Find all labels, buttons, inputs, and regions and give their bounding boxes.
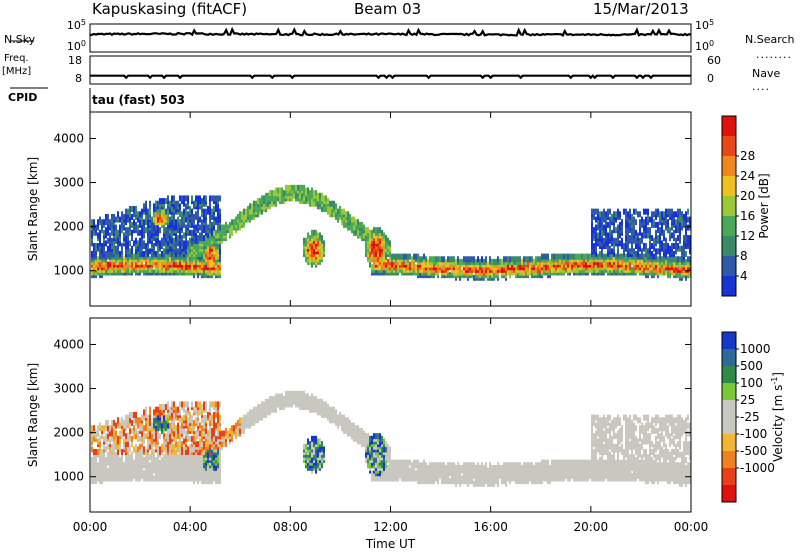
nsearch-tick-top: 105 [695,18,714,32]
velocity-colorbar-cell-3 [722,383,736,400]
power-colorbar-tick-12: 12 [740,229,755,243]
station-title: Kapuskasing (fitACF) [92,0,248,18]
power-ytick-2000: 2000 [53,220,84,234]
noise-series-line [89,26,692,37]
cpid-label: CPID [8,91,38,104]
time-tick-4: 16:00 [473,520,508,534]
velocity-colorbar-tick-3: 25 [740,393,755,407]
velocity-colorbar-cell-8 [722,468,736,485]
time-axis-title: Time UT [365,537,416,551]
power-colorbar-cell-5 [722,176,736,196]
velocity-ytick-3000: 3000 [53,382,84,396]
velocity-ytick-4000: 4000 [53,337,84,351]
velocity-ytick-2000: 2000 [53,426,84,440]
time-tick-0: 00:00 [73,520,108,534]
power-colorbar-tick-28: 28 [740,149,755,163]
velocity-colorbar-tick-1: 500 [740,359,763,373]
velocity-colorbar-tick-0: 1000 [740,342,771,356]
beam-title: Beam 03 [354,0,422,18]
cpid-value: tau (fast) 503 [92,93,185,107]
nave-tick-bottom: 0 [707,72,714,85]
velocity-colorbar-cell-6 [722,434,736,451]
nsearch-tick-bottom: 100 [695,39,714,53]
freq-unit-label: [MHz] [2,66,32,77]
power-colorbar-cell-8 [722,116,736,136]
velocity-ylabel: Slant Range [km] [26,363,40,467]
time-tick-5: 20:00 [574,520,609,534]
power-colorbar-cell-4 [722,196,736,216]
nsky-label: N.Sky [4,33,36,46]
freq-tick-bottom: 8 [75,72,82,85]
time-series [89,26,692,80]
velocity-colorbar-label: Velocity [m s-1] [770,372,785,462]
velocity-colorbar-cell-2 [722,366,736,383]
time-tick-2: 08:00 [273,520,308,534]
power-colorbar-cell-2 [722,236,736,256]
nsky-tick-bottom: 100 [67,39,86,53]
velocity-colorbar-tick-6: -500 [740,444,767,458]
velocity-colorbar-tick-5: -100 [740,427,767,441]
freq-label: Freq. [4,53,29,64]
velocity-colorbar-tick-4: -25 [740,410,760,424]
power-colorbar-cell-7 [722,136,736,156]
time-tick-3: 12:00 [373,520,408,534]
power-colorbar-tick-24: 24 [740,169,755,183]
nsearch-label: N.Search [745,33,795,46]
time-tick-1: 04:00 [173,520,208,534]
axis-text: 1051001051001886001000100020002000300030… [26,18,785,551]
velocity-colorbar-cell-5 [722,417,736,434]
power-field [91,184,691,281]
velocity-colorbar-cell-7 [722,451,736,468]
velocity-colorbar-cell-4 [722,400,736,417]
noise-panel-frame [89,23,692,53]
power-ytick-3000: 3000 [53,176,84,190]
power-ytick-1000: 1000 [53,264,84,278]
power-colorbar-cell-1 [722,256,736,276]
power-colorbar-tick-20: 20 [740,189,755,203]
power-colorbar-frame [721,115,737,297]
velocity-colorbar-cell-9 [722,485,736,502]
nave-label: Nave [752,67,781,80]
velocity-colorbar-cell-0 [722,332,736,349]
power-colorbar-tick-16: 16 [740,209,755,223]
nave-tick-top: 60 [707,54,721,67]
velocity-ytick-1000: 1000 [53,470,84,484]
axis-ticks [89,112,692,512]
colorbars [721,115,739,503]
power-colorbar-cell-6 [722,156,736,176]
nsky-tick-top: 105 [67,18,86,32]
nave-line-key: .... [752,80,770,93]
velocity-colorbar-cell-1 [722,349,736,366]
date-title: 15/Mar/2013 [593,0,689,18]
frequency-panel-frame [89,55,692,85]
velocity-field [91,390,691,487]
time-tick-6: 00:00 [674,520,709,534]
velocity-colorbar-tick-7: -1000 [740,461,775,475]
power-colorbar-tick-8: 8 [740,249,748,263]
velocity-colorbar-tick-2: 100 [740,376,763,390]
frequency-series-line [90,74,691,80]
power-ytick-4000: 4000 [53,131,84,145]
power-colorbar-tick-4: 4 [740,269,748,283]
power-colorbar-cell-3 [722,216,736,236]
freq-tick-top: 18 [68,54,82,67]
power-colorbar-label: Power [dB] [757,173,771,238]
power-ylabel: Slant Range [km] [26,157,40,261]
nsearch-line-key: ........ [756,48,792,61]
power-colorbar-cell-0 [722,276,736,296]
